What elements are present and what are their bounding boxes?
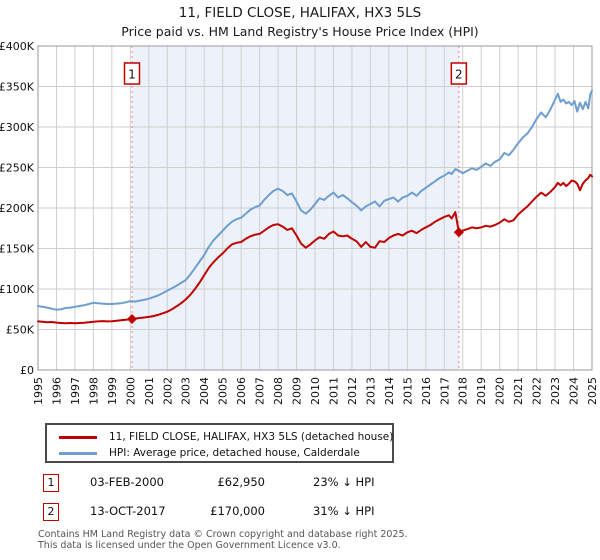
y-tick-label: £250K [0,162,35,175]
x-tick-label: 2008 [272,377,285,405]
sale-point-1 [126,314,137,325]
license-footer: Contains HM Land Registry data © Crown c… [38,529,598,551]
chart-title: 11, FIELD CLOSE, HALIFAX, HX3 5LS [178,5,422,21]
sale-number-badge-2: 2 [43,503,59,521]
y-tick-label: £400K [0,40,35,53]
x-tick-label: 1998 [87,377,100,405]
sale-row-1: 1 03-FEB-2000 £62,950 23% ↓ HPI [43,474,463,503]
x-tick-label: 2004 [198,377,211,405]
x-tick-label: 2023 [549,377,562,405]
footer-line2: This data is licensed under the Open Gov… [38,540,341,551]
x-tick-label: 2022 [531,377,544,405]
x-tick-label: 2002 [161,377,174,405]
x-tick-label: 2005 [217,377,230,405]
sale-number-badge-1: 1 [43,474,59,492]
x-tick-label: 2020 [494,377,507,405]
x-tick-label: 2001 [143,377,156,405]
x-tick-label: 1996 [50,377,63,405]
sale-hpi-diff-2: 31% ↓ HPI [313,504,375,518]
x-tick-label: 2011 [327,377,340,405]
price-line-swatch [59,435,97,439]
hpi-line [37,89,593,311]
sale-date-2: 13-OCT-2017 [90,504,166,518]
y-tick-label: £100K [0,283,35,296]
legend-box: 11, FIELD CLOSE, HALIFAX, HX3 5LS (detac… [45,423,394,463]
x-tick-label: 2010 [309,377,322,405]
x-tick-label: 2013 [364,377,377,405]
x-tick-label: 1995 [32,377,45,405]
sale-price-1: £62,950 [217,475,265,489]
x-tick-label: 2018 [457,377,470,405]
x-tick-label: 1999 [106,377,119,405]
sales-table: 1 03-FEB-2000 £62,950 23% ↓ HPI 2 13-OCT… [43,474,463,532]
legend-label-price: 11, FIELD CLOSE, HALIFAX, HX3 5LS (detac… [109,431,394,443]
x-tick-label: 2014 [383,377,396,405]
x-tick-label: 2007 [254,377,267,405]
x-tick-label: 2009 [291,377,304,405]
chart-subtitle: Price paid vs. HM Land Registry's House … [121,24,479,39]
y-tick-label: £0 [20,364,34,377]
sale-marker-box-1 [123,62,141,85]
sale-point-2 [453,227,464,238]
x-tick-label: 1997 [69,377,82,405]
x-tick-label: 2024 [568,377,581,405]
legend-label-hpi: HPI: Average price, detached house, Cald… [109,447,360,459]
x-tick-label: 2016 [420,377,433,405]
x-tick-label: 2006 [235,377,248,405]
footer-line1: Contains HM Land Registry data © Crown c… [38,529,408,540]
sale-marker-box-2 [450,62,468,85]
price-history-chart: £0 £50K £100K £150K £200K £250K £300K £350K £400… [0,40,599,405]
x-tick-label: 2019 [475,377,488,405]
x-tick-label: 2015 [401,377,414,405]
x-tick-label: 2021 [512,377,525,405]
y-tick-label: £150K [0,243,35,256]
sale-hpi-diff-1: 23% ↓ HPI [313,475,375,489]
plot-border [37,45,593,371]
x-tick-label: 2000 [124,377,137,405]
sale-row-2: 2 13-OCT-2017 £170,000 31% ↓ HPI [43,503,463,532]
sale-marker-label-2: 2 [455,68,463,82]
y-tick-label: £200K [0,202,35,215]
sale-date-1: 03-FEB-2000 [90,475,164,489]
x-tick-label: 2017 [438,377,451,405]
legend-item-hpi: HPI: Average price, detached house, Cald… [59,445,392,461]
hpi-line-swatch [59,451,97,455]
y-tick-label: £350K [0,81,35,94]
x-tick-label: 2012 [346,377,359,405]
x-tick-label: 2003 [180,377,193,405]
y-tick-label: £300K [0,121,35,134]
sale-price-2: £170,000 [210,504,265,518]
y-tick-label: £50K [6,324,35,337]
x-tick-label: 2025 [586,377,599,405]
sale-marker-label-1: 1 [128,68,136,82]
legend-item-price: 11, FIELD CLOSE, HALIFAX, HX3 5LS (detac… [59,429,394,445]
